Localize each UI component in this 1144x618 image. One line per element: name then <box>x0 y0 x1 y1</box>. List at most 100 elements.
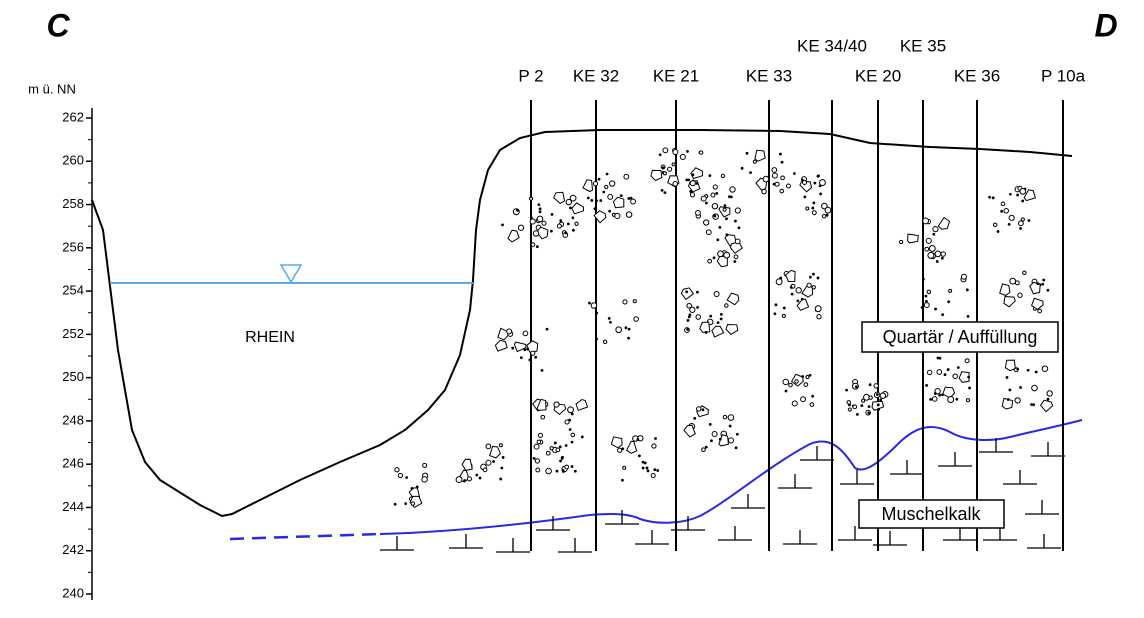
gravel-dot <box>701 408 705 412</box>
gravel-stone <box>725 323 739 336</box>
gravel-stone <box>507 229 520 243</box>
gravel-dot <box>867 411 871 415</box>
gravel-grain <box>698 150 704 155</box>
limestone-symbol <box>938 452 972 467</box>
gravel-grain <box>422 462 428 468</box>
gravel-dot <box>778 152 782 156</box>
gravel-dot <box>653 468 657 472</box>
axis-label: m ü. NN <box>28 81 76 96</box>
gravel-dot <box>867 405 871 409</box>
limestone-symbol <box>605 510 639 525</box>
gravel-grain <box>940 251 946 257</box>
gravel-grain <box>482 467 488 473</box>
limestone-symbol <box>718 526 752 541</box>
limestone-symbol <box>979 438 1013 453</box>
gravel-dot <box>779 276 783 280</box>
gravel-dot <box>780 160 784 164</box>
gravel-dot <box>708 174 712 178</box>
gravel-grain <box>782 378 790 386</box>
gravel-grain <box>1020 217 1025 222</box>
gravel-grain <box>727 414 735 421</box>
gravel-grain <box>771 167 778 173</box>
gravel-stone <box>625 440 638 454</box>
gravel-grain <box>931 396 938 402</box>
gravel-grain <box>567 406 574 414</box>
gravel-grain <box>852 404 858 410</box>
gravel-grain <box>762 175 770 183</box>
gravel-dot <box>924 294 928 298</box>
gravel-dot <box>393 502 397 506</box>
gravel-grain <box>517 224 525 231</box>
gravel-grain <box>686 302 693 309</box>
gravel-dot <box>641 466 645 470</box>
gravel-dot <box>492 460 495 463</box>
gravel-dot <box>946 368 950 371</box>
limestone-symbol <box>635 530 669 545</box>
gravel-dot <box>658 153 662 157</box>
gravel-grain <box>1018 220 1024 227</box>
gravel-stone <box>937 216 951 230</box>
gravel-grain <box>723 251 731 259</box>
gravel-dot <box>1046 397 1050 401</box>
gravel-dot <box>532 457 536 460</box>
gravel-grain <box>809 402 815 407</box>
tick-label: 260 <box>62 153 84 168</box>
gravel-stone <box>680 287 695 301</box>
gravel-dot <box>534 355 538 359</box>
gravel-dot <box>719 312 723 316</box>
gravel-grain <box>536 215 544 223</box>
gravel-dot <box>564 444 568 447</box>
gravel-grain <box>960 273 967 280</box>
gravel-grain <box>861 398 866 403</box>
limestone-symbol <box>778 474 812 489</box>
gravel-stone <box>513 341 527 353</box>
gravel-dot <box>501 456 505 459</box>
gravel-stone <box>1039 399 1054 413</box>
gravel-grain <box>925 237 932 244</box>
gravel-grain <box>952 373 958 379</box>
gravel-dot <box>1036 282 1040 286</box>
gravel-grain <box>466 476 472 482</box>
gravel-grain <box>711 430 718 438</box>
gravel-grain <box>785 183 791 189</box>
gravel-dot <box>609 320 612 324</box>
gravel-dot <box>719 317 723 321</box>
gravel-grain <box>498 443 503 448</box>
gravel-grain <box>803 382 809 387</box>
gravel-grain <box>672 181 679 187</box>
gravel-grain <box>604 184 609 190</box>
gravel-dot <box>629 196 633 200</box>
gravel-dot <box>713 214 717 218</box>
gravel-dot <box>723 204 727 207</box>
limestone-symbol <box>380 536 414 551</box>
tick-label: 262 <box>62 109 84 124</box>
tick-label: 250 <box>62 369 84 384</box>
gravel-dot <box>627 197 631 200</box>
gravel-dot <box>996 230 1000 233</box>
gravel-dot <box>773 312 777 316</box>
gravel-grain <box>846 400 852 405</box>
gravel-grain <box>1000 201 1006 207</box>
limestone-symbol <box>536 516 570 531</box>
gravel-grain <box>564 464 570 470</box>
gravel-stone <box>942 386 956 399</box>
gravel-grain <box>662 147 669 154</box>
gravel-dot <box>478 476 482 480</box>
gravel-grain <box>650 472 656 479</box>
gravel-dot <box>562 470 565 473</box>
gravel-dot <box>716 321 720 325</box>
gravel-dot <box>854 385 858 389</box>
gravel-grain <box>700 195 707 202</box>
gravel-dot <box>935 260 939 263</box>
gravel-dot <box>800 178 804 182</box>
gravel-grain <box>485 443 492 450</box>
gravel-dot <box>811 206 815 210</box>
gravel-stone <box>796 298 810 311</box>
gravel-dot <box>696 305 699 309</box>
gravel-dot <box>737 226 741 230</box>
gravel-dot <box>943 373 947 377</box>
gravel-grain <box>752 159 757 164</box>
gravel-dot <box>607 317 611 320</box>
gravel-stone <box>690 167 704 180</box>
